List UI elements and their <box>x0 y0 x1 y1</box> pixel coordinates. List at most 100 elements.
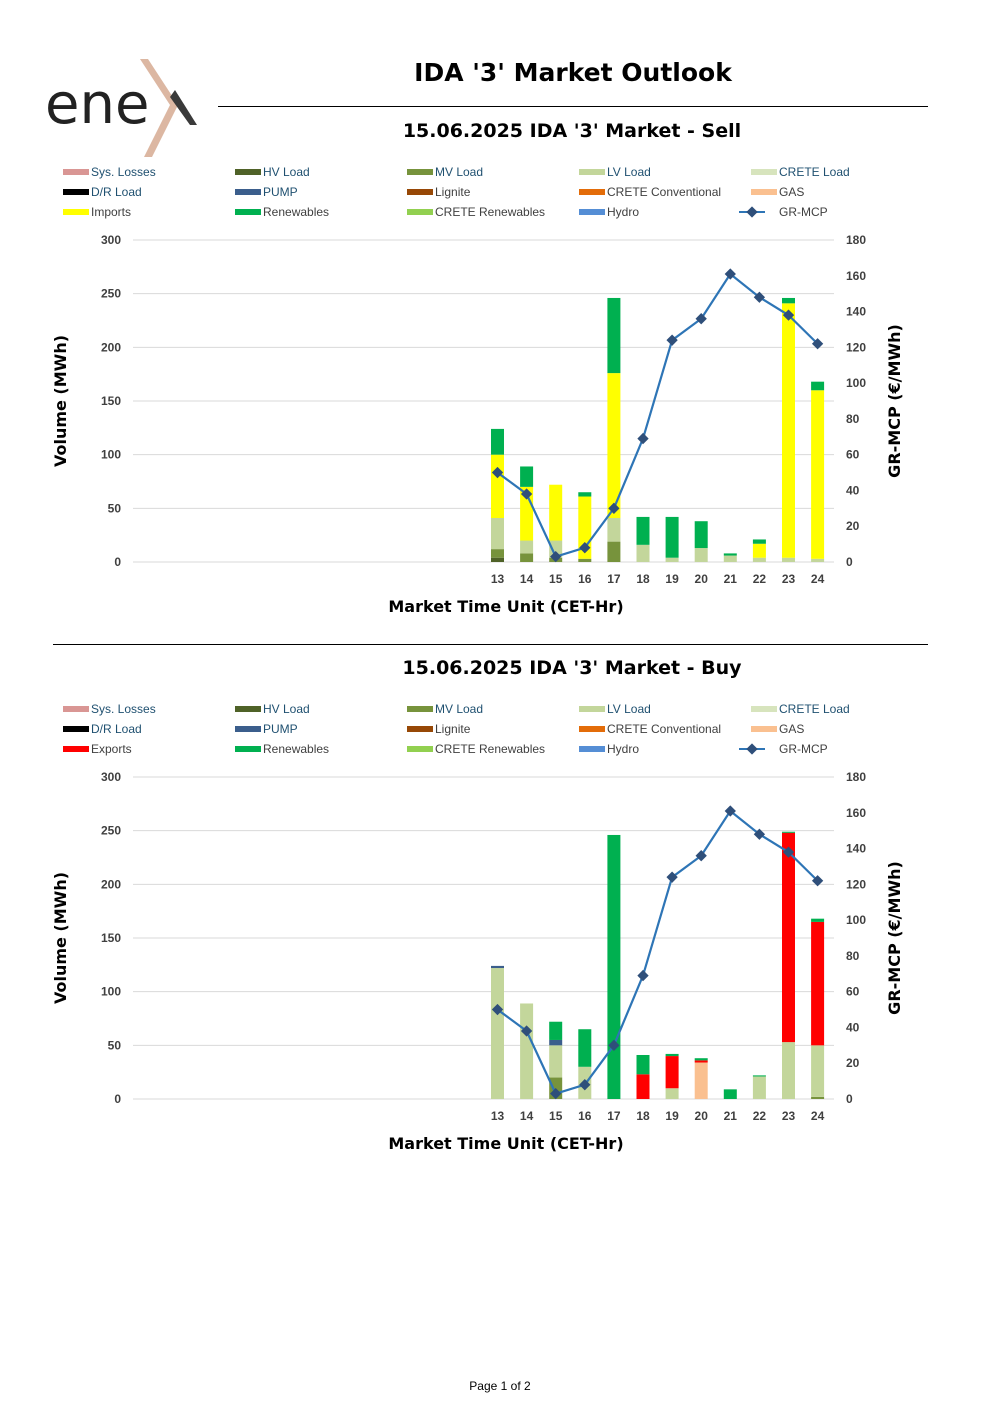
bar-segment <box>636 544 650 562</box>
bar-segment <box>636 1074 650 1099</box>
bar-segment <box>607 517 621 542</box>
x-tick-label: 13 <box>491 1109 505 1123</box>
legend-label: HV Load <box>263 702 310 716</box>
price-marker <box>579 542 591 554</box>
x-tick-label: 19 <box>665 572 679 586</box>
legend-label: CRETE Renewables <box>435 742 545 756</box>
x-tick-label: 18 <box>636 1109 650 1123</box>
bar-segment <box>520 466 534 487</box>
y2-tick-label: 0 <box>846 555 853 569</box>
y-tick-label: 200 <box>101 877 121 891</box>
legend-label: PUMP <box>263 185 298 199</box>
sell-chart: 15.06.2025 IDA '3' Market - Sell Sys. Los… <box>51 120 904 616</box>
bar-segment <box>607 373 621 518</box>
bar-segment <box>694 521 708 549</box>
price-marker <box>491 466 504 479</box>
legend-swatch <box>579 746 605 752</box>
legend-label: GAS <box>779 185 804 199</box>
y-tick-label: 50 <box>108 1038 122 1052</box>
legend-swatch <box>63 169 89 175</box>
price-marker <box>782 309 795 321</box>
bar-segment <box>549 484 563 541</box>
x-tick-label: 23 <box>782 572 796 586</box>
y-tick-label: 50 <box>108 501 122 515</box>
legend-swatch <box>579 726 605 732</box>
legend-label: Imports <box>91 205 131 219</box>
legend-swatch <box>407 189 433 195</box>
logo-x-mark <box>140 59 178 157</box>
page-footer: Page 1 of 2 <box>469 1379 531 1393</box>
price-marker <box>695 313 707 325</box>
legend-swatch <box>407 169 433 175</box>
bar-segment <box>665 557 679 562</box>
x-tick-label: 15 <box>549 1109 563 1123</box>
x-tick-label: 16 <box>578 1109 592 1123</box>
bar-segment <box>782 832 795 1043</box>
bar-segment <box>607 541 621 562</box>
enex-logo: ene <box>45 59 197 157</box>
bar-segment <box>811 1096 825 1099</box>
bar-segment <box>782 557 795 562</box>
bar-segment <box>607 834 621 1099</box>
y2-tick-label: 140 <box>846 842 866 856</box>
legend-label: CRETE Conventional <box>607 722 721 736</box>
y2-tick-label: 40 <box>846 1020 860 1034</box>
bar-segment <box>752 539 766 544</box>
bar-segment <box>723 1089 737 1099</box>
price-marker <box>724 268 736 280</box>
price-marker <box>637 969 649 982</box>
legend-label: Hydro <box>607 205 639 219</box>
logo-x-stroke <box>170 90 197 125</box>
legend-swatch <box>751 706 777 712</box>
legend-label: CRETE Load <box>779 165 850 179</box>
x-tick-label: 20 <box>695 1109 709 1123</box>
title-divider <box>218 106 928 107</box>
legend-label: PUMP <box>263 722 298 736</box>
legend-label: GR-MCP <box>779 205 828 219</box>
y2-tick-label: 120 <box>846 877 866 891</box>
price-marker <box>491 1003 504 1016</box>
y-tick-label: 100 <box>101 985 121 999</box>
y2-tick-label: 20 <box>846 519 860 533</box>
legend-label: LV Load <box>607 165 651 179</box>
price-marker <box>666 334 678 346</box>
bar-segment <box>549 1045 563 1078</box>
y2-tick-label: 100 <box>846 913 866 927</box>
y2-tick-label: 160 <box>846 806 866 820</box>
legend-label: MV Load <box>435 702 483 716</box>
legend-swatch <box>579 189 605 195</box>
price-marker <box>550 550 562 563</box>
legend-swatch <box>751 726 777 732</box>
x-tick-label: 14 <box>520 572 534 586</box>
legend-swatch <box>235 169 261 175</box>
price-marker <box>520 488 533 500</box>
legend-swatch <box>63 726 89 732</box>
bar-segment <box>665 1056 679 1089</box>
y2-tick-label: 40 <box>846 483 860 497</box>
x-tick-label: 17 <box>607 572 621 586</box>
legend-swatch <box>63 706 89 712</box>
x-axis-title: Market Time Unit (CET-Hr) <box>388 1134 623 1153</box>
legend-label: GR-MCP <box>779 742 828 756</box>
y-axis-title: Volume (MWh) <box>51 872 70 1004</box>
x-tick-label: 21 <box>724 572 738 586</box>
price-marker <box>811 875 824 887</box>
legend-swatch <box>235 209 261 215</box>
bar-segment <box>782 831 795 833</box>
bar-segment <box>578 1029 592 1067</box>
bar-segment <box>665 516 679 558</box>
legend-swatch <box>63 746 89 752</box>
y2-tick-label: 160 <box>846 269 866 283</box>
y-axis-title: Volume (MWh) <box>51 335 70 467</box>
y-tick-label: 100 <box>101 448 121 462</box>
legend-swatch <box>235 189 261 195</box>
bar-segment <box>811 390 825 559</box>
bar-segment <box>549 1039 563 1046</box>
x-tick-label: 13 <box>491 572 505 586</box>
legend-label: Renewables <box>263 205 329 219</box>
legend-label: GAS <box>779 722 804 736</box>
bar-segment <box>665 1088 679 1099</box>
legend-label: Renewables <box>263 742 329 756</box>
legend-swatch <box>63 209 89 215</box>
x-tick-label: 19 <box>665 1109 679 1123</box>
